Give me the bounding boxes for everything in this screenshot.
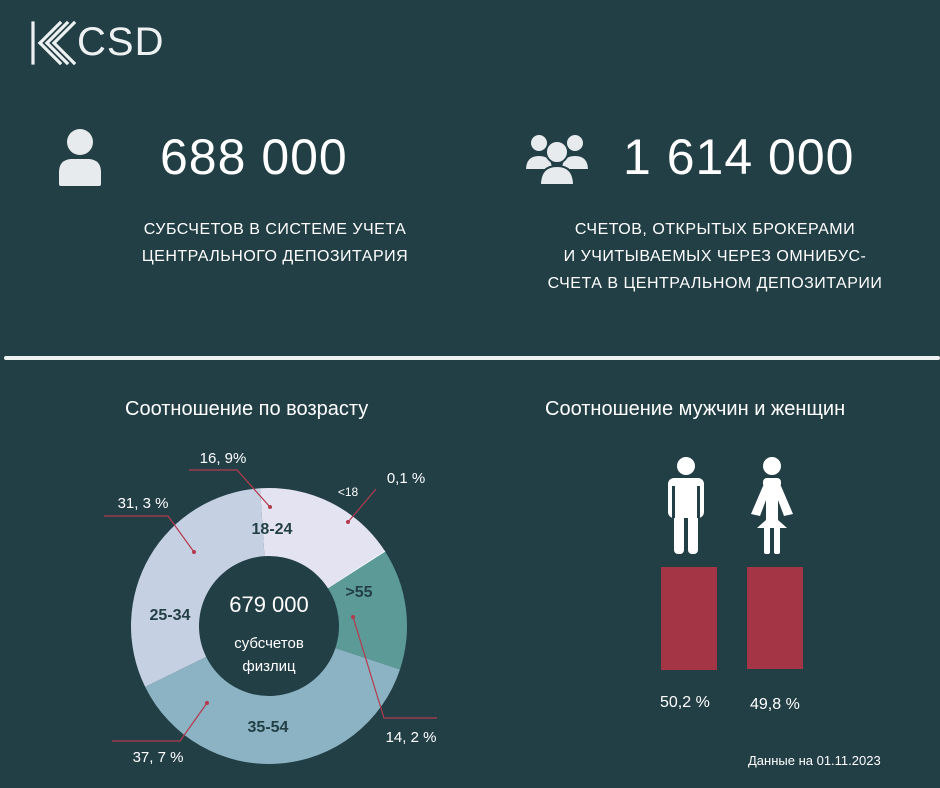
leader-dot <box>268 505 272 509</box>
donut-slice <box>260 488 385 588</box>
brand-name: CSD <box>77 20 165 64</box>
broker-accounts-count: 1 614 000 <box>623 129 855 185</box>
leader-dot <box>351 615 355 619</box>
slice-category-label: 25-34 <box>150 607 191 624</box>
slice-category-label: <18 <box>338 485 359 499</box>
slice-value-label: 14, 2 % <box>386 729 437 746</box>
leader-line <box>352 616 437 719</box>
caption-line: ЦЕНТРАЛЬНОГО ДЕПОЗИТАРИЯ <box>141 248 409 265</box>
donut-center-line2: физлиц <box>242 658 296 675</box>
caption-line: СЧЕТА В ЦЕНТРАЛЬНОМ ДЕПОЗИТАРИИ <box>547 275 883 292</box>
leader-dot <box>346 520 350 524</box>
slice-category-label: 18-24 <box>252 521 293 538</box>
male-percent: 50,2 % <box>660 694 710 711</box>
donut-slice <box>327 551 408 670</box>
subaccounts-count: 688 000 <box>160 129 348 185</box>
slice-value-label: 31, 3 % <box>118 495 169 512</box>
leader-line <box>347 488 377 523</box>
slice-category-label: 35-54 <box>248 719 289 736</box>
slice-category-label: >55 <box>345 584 372 601</box>
subaccounts-caption: СУБСЧЕТОВ В СИСТЕМЕ УЧЕТА ЦЕНТРАЛЬНОГО Д… <box>110 216 440 270</box>
leader-line <box>189 469 271 508</box>
leader-line <box>104 515 195 553</box>
female-percent: 49,8 % <box>750 696 800 713</box>
csd-logo-icon <box>31 20 76 66</box>
slice-value-label: 16, 9% <box>200 450 247 467</box>
donut-center-line1: субсчетов <box>234 635 304 652</box>
slice-value-label: 37, 7 % <box>133 749 184 766</box>
leader-dot <box>205 701 209 705</box>
people-group-icon <box>523 133 591 186</box>
caption-line: СУБСЧЕТОВ В СИСТЕМЕ УЧЕТА <box>143 221 407 238</box>
donut-slice <box>145 648 400 764</box>
person-icon <box>59 129 101 186</box>
age-chart-title: Соотношение по возрасту <box>125 398 369 420</box>
male-icon <box>668 457 704 554</box>
caption-line: СЧЕТОВ, ОТКРЫТЫХ БРОКЕРАМИ <box>574 221 856 238</box>
leader-dot <box>192 550 196 554</box>
broker-accounts-caption: СЧЕТОВ, ОТКРЫТЫХ БРОКЕРАМИ И УЧИТЫВАЕМЫХ… <box>505 216 925 297</box>
donut-slice <box>327 550 386 589</box>
donut-center-value: 679 000 <box>229 592 309 617</box>
gender-bar-male <box>661 567 717 670</box>
gender-chart-title: Соотношение мужчин и женщин <box>545 398 846 420</box>
donut-slice <box>131 488 265 687</box>
gender-bar-female <box>747 567 803 669</box>
data-date-note: Данные на 01.11.2023 <box>748 753 881 768</box>
slice-value-label: 0,1 % <box>387 470 425 487</box>
caption-line: И УЧИТЫВАЕМЫХ ЧЕРЕЗ ОМНИБУС- <box>563 248 867 265</box>
leader-line <box>112 702 208 742</box>
divider <box>4 356 940 360</box>
female-icon <box>751 457 793 554</box>
